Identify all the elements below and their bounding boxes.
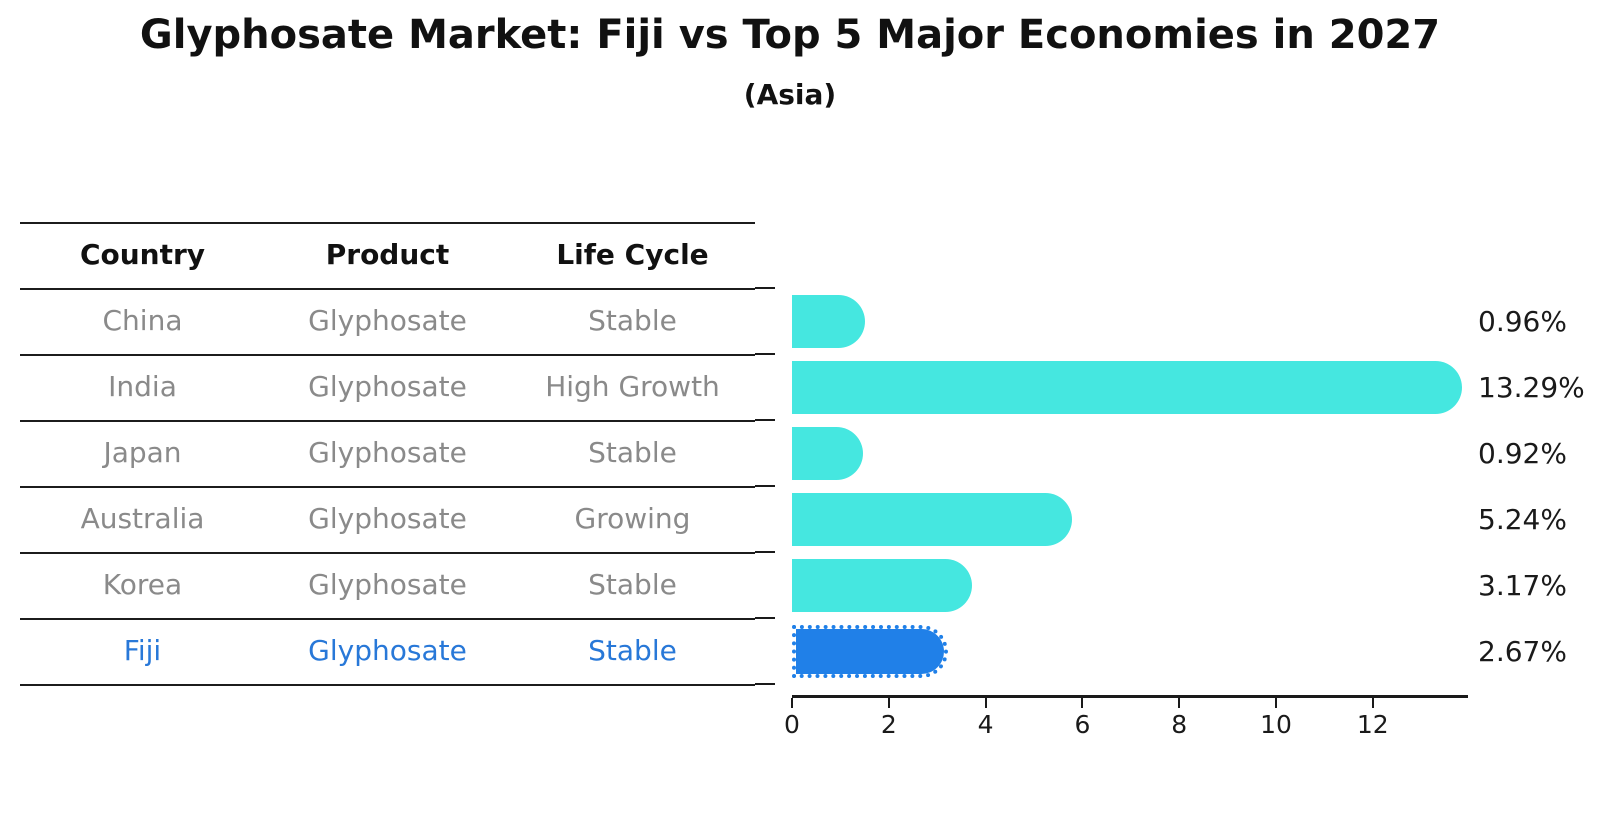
table-cell-life-cycle: Stable (588, 568, 677, 601)
y-tick-mark (755, 485, 775, 487)
table-cell-country: Japan (103, 436, 182, 469)
bar-value-label: 0.92% (1478, 436, 1567, 470)
table-cell-product: Glyphosate (308, 502, 467, 535)
x-axis-line (792, 695, 1468, 698)
bar-value-label: 2.67% (1478, 634, 1567, 668)
x-tick-label: 4 (977, 710, 994, 739)
table-cell-life-cycle: Stable (588, 634, 677, 667)
column-header-country: Country (79, 238, 206, 271)
table-row: Japan Glyphosate Stable (20, 422, 755, 488)
table-cell-life-cycle: Stable (588, 436, 677, 469)
table-cell-life-cycle: High Growth (545, 370, 720, 403)
x-tick-label: 12 (1356, 710, 1389, 739)
x-tick-mark (984, 698, 987, 708)
y-tick-mark (755, 551, 775, 553)
x-tick-label: 0 (784, 710, 800, 739)
bar-value-label: 3.17% (1478, 568, 1567, 602)
bar-australia (792, 492, 1073, 546)
x-tick-mark (1178, 698, 1181, 708)
bar-china (792, 294, 865, 348)
bar-value-label: 13.29% (1478, 370, 1585, 404)
table-row: Australia Glyphosate Growing (20, 488, 755, 554)
bar-fiji (792, 624, 948, 678)
y-tick-mark (755, 683, 775, 685)
x-tick-label: 8 (1171, 710, 1188, 739)
x-tick-label: 6 (1074, 710, 1091, 739)
table-cell-product: Glyphosate (308, 568, 467, 601)
table-cell-life-cycle: Stable (588, 304, 677, 337)
bar-value-label: 5.24% (1478, 502, 1567, 536)
column-header-product: Product (325, 238, 450, 271)
table-body: China Glyphosate Stable India Glyphosate High… (20, 290, 755, 686)
chart-title: Glyphosate Market: Fiji vs Top 5 Major E… (139, 12, 1441, 58)
table-cell-product: Glyphosate (308, 304, 467, 337)
bar-japan (792, 426, 864, 480)
table-row: Fiji Glyphosate Stable (20, 620, 755, 686)
table-cell-life-cycle: Growing (574, 502, 691, 535)
table-cell-country: Fiji (123, 634, 162, 667)
table-cell-product: Glyphosate (308, 634, 467, 667)
y-tick-mark (755, 617, 775, 619)
table-cell-country: China (102, 304, 183, 337)
table-cell-product: Glyphosate (308, 370, 467, 403)
table-row: Korea Glyphosate Stable (20, 554, 755, 620)
x-tick-mark (887, 698, 890, 708)
table-cell-product: Glyphosate (308, 436, 467, 469)
x-tick-mark (1081, 698, 1084, 708)
table-header-row: Country Product Life Cycle (20, 224, 755, 290)
bar-value-label: 0.96% (1478, 304, 1567, 338)
bar-korea (792, 558, 972, 612)
chart-subtitle: (Asia) (743, 78, 837, 111)
x-tick-label: 2 (880, 710, 897, 739)
table-cell-country: Korea (102, 568, 183, 601)
table-row: India Glyphosate High Growth (20, 356, 755, 422)
table-cell-country: India (108, 370, 177, 403)
x-tick-mark (1275, 698, 1277, 708)
x-tick-label: 10 (1260, 710, 1292, 739)
x-tick-mark (1371, 698, 1374, 708)
country-table: Country Product Life Cycle China Glyphosa… (20, 222, 755, 686)
x-tick-mark (791, 698, 793, 708)
table-cell-country: Australia (80, 502, 205, 535)
column-header-life-cycle: Life Cycle (556, 238, 709, 271)
table-row: China Glyphosate Stable (20, 290, 755, 356)
bar-india (792, 360, 1462, 414)
y-tick-mark (755, 419, 775, 421)
y-tick-mark (755, 353, 775, 355)
y-tick-mark (755, 287, 775, 289)
